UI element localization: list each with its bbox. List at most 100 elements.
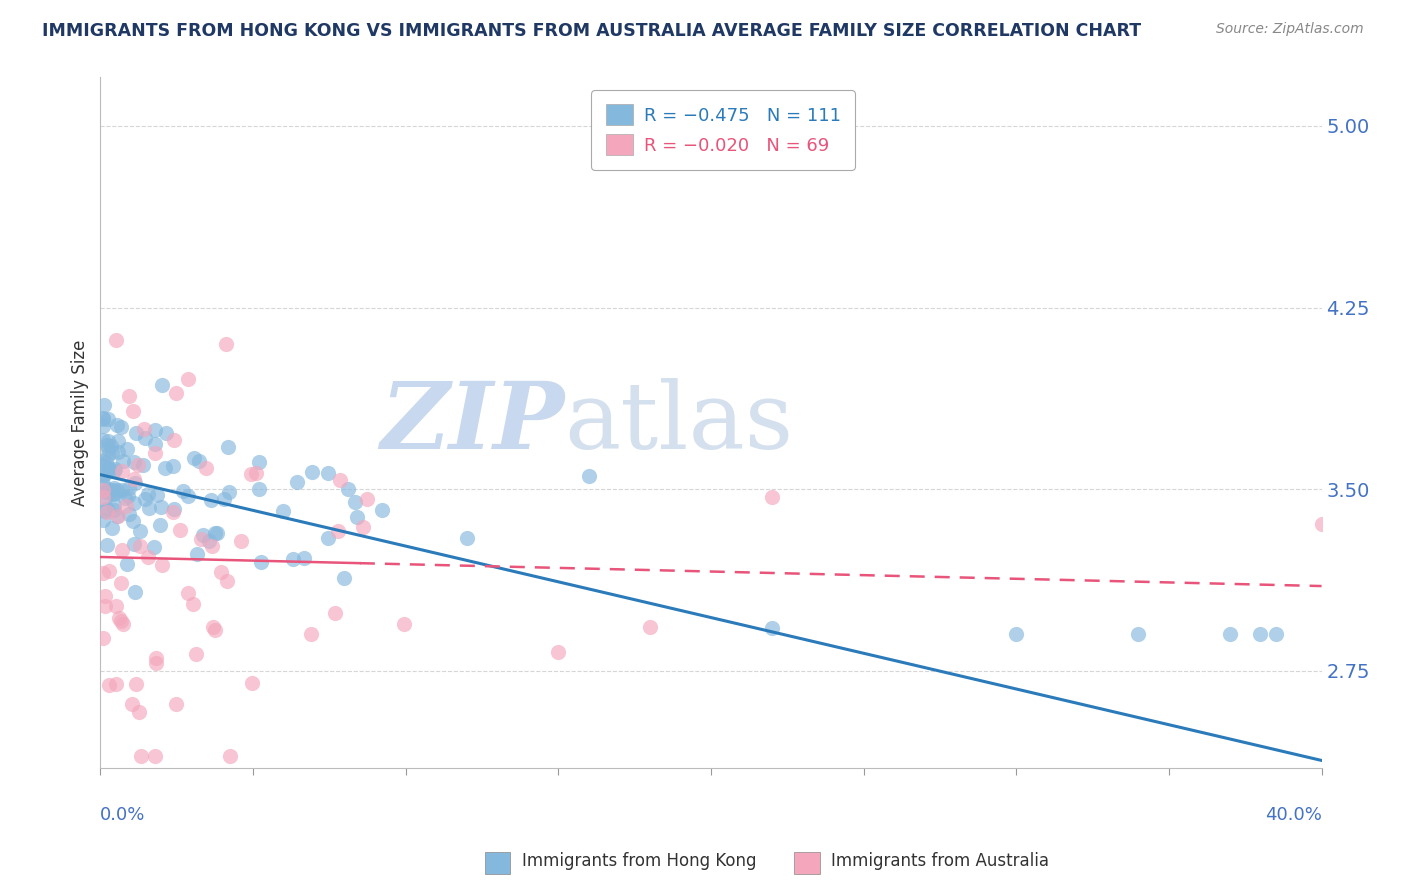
Point [316,531,339,545]
Point [93,512,115,526]
Point [104,462,127,476]
Point [127,458,149,472]
Point [93,477,115,491]
Point [547,645,569,659]
Point [1264,627,1286,641]
Point [162,505,184,519]
Point [111,543,134,558]
Point [370,503,392,517]
Point [134,491,156,506]
Point [218,748,240,763]
Point [245,466,267,480]
Point [93,468,115,483]
Point [325,606,347,620]
Point [134,430,156,444]
Point [145,651,167,665]
Point [143,437,166,451]
Point [200,492,222,507]
Point [292,551,315,566]
Point [150,558,173,572]
Point [118,508,141,522]
Point [103,502,125,516]
Point [150,377,173,392]
Point [94,455,117,469]
Point [187,454,209,468]
Point [96,438,118,452]
Point [172,483,194,498]
Point [352,520,374,534]
Point [163,502,186,516]
Point [215,337,238,351]
Point [129,524,152,539]
Point [104,486,127,500]
Point [115,500,138,514]
Point [103,498,125,512]
Point [186,547,208,561]
Text: Immigrants from Hong Kong: Immigrants from Hong Kong [522,852,756,871]
Point [215,574,238,589]
Text: IMMIGRANTS FROM HONG KONG VS IMMIGRANTS FROM AUSTRALIA AVERAGE FAMILY SIZE CORRE: IMMIGRANTS FROM HONG KONG VS IMMIGRANTS … [42,22,1142,40]
Point [131,458,153,472]
Point [177,586,200,600]
Point [121,697,143,711]
Point [202,620,225,634]
Point [111,617,134,632]
Point [273,504,295,518]
Point [103,464,125,478]
Point [356,492,378,507]
Point [93,483,115,497]
Point [93,458,115,472]
Point [326,524,349,539]
Point [94,589,117,603]
Point [186,647,208,661]
Point [100,439,122,453]
Point [212,492,235,507]
Point [110,614,132,628]
Point [97,412,120,426]
Point [207,526,229,541]
Point [143,540,166,554]
Point [94,484,117,499]
Point [94,599,117,614]
Point [105,417,128,432]
Point [183,451,205,466]
Point [93,419,115,434]
Point [128,540,150,554]
Point [115,557,138,571]
Point [336,483,359,497]
Point [181,597,204,611]
Point [198,534,221,549]
Point [107,445,129,459]
Point [143,423,166,437]
Point [117,442,139,456]
Point [1128,627,1150,641]
Point [122,455,145,469]
Point [122,472,145,486]
Point [129,748,152,763]
Point [105,677,128,691]
Point [329,473,352,487]
Point [98,564,121,578]
Legend: R = −0.475   N = 111, R = −0.020   N = 69: R = −0.475 N = 111, R = −0.020 N = 69 [592,90,855,169]
Point [101,487,124,501]
Point [93,631,115,645]
Point [98,462,121,476]
Point [94,492,117,507]
Point [101,445,124,459]
Point [101,483,124,497]
Point [138,550,160,565]
Point [118,389,141,403]
Point [1310,516,1333,531]
Point [93,566,115,580]
Point [93,398,115,412]
Point [1250,627,1272,641]
Point [165,385,187,400]
Point [110,420,132,434]
Point [165,698,187,712]
Text: Immigrants from Australia: Immigrants from Australia [831,852,1049,871]
Point [124,476,146,491]
Point [96,538,118,552]
Point [218,484,240,499]
Point [176,372,198,386]
Point [97,442,120,456]
